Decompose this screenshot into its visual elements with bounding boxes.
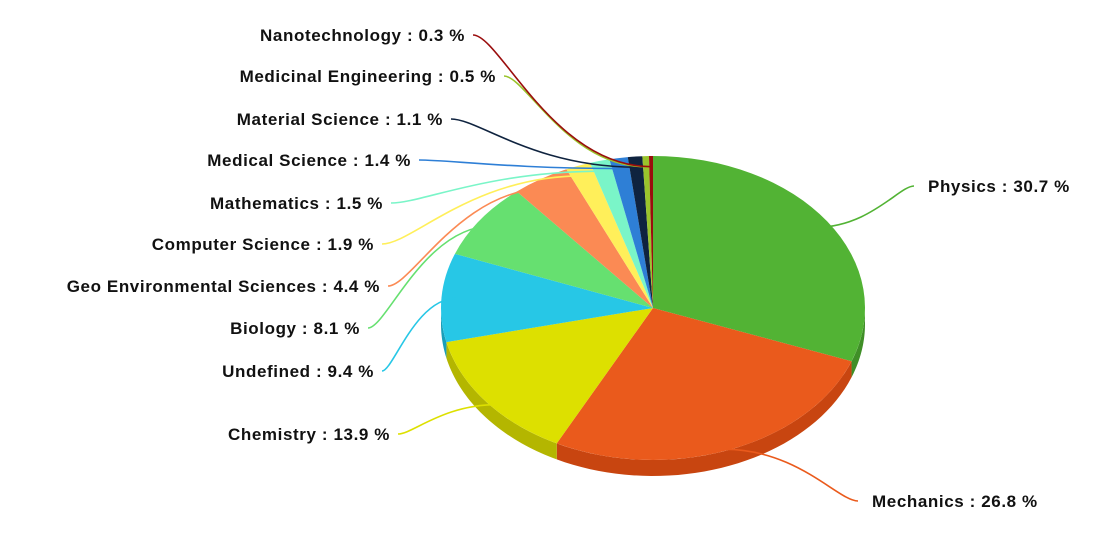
label-material-science: Material Science : 1.1 % [237,110,443,129]
leader-line-biology [367,225,493,329]
slice-side-physics [851,308,865,378]
leader-line-mathematics [390,170,604,204]
leader-line-chemistry [397,403,498,435]
slice-labels: Physics : 30.7 % Mechanics : 26.8 % Chemis… [67,26,1070,511]
pie-slices [441,156,865,460]
leader-line-mechanics [724,448,859,502]
slice-side-chemistry [446,342,557,460]
slice-biology [454,191,653,308]
slice-mathematics [590,159,653,308]
label-computer-science: Computer Science : 1.9 % [152,235,374,254]
label-chemistry: Chemistry : 13.9 % [228,425,390,444]
slice-physics [653,156,865,362]
leader-line-nanotechnology [472,34,652,168]
leader-line-material-science [450,118,637,168]
leader-line-geo-environmental-sciences [387,187,549,287]
leader-line-computer-science [381,174,584,245]
label-undefined: Undefined : 9.4 % [222,362,374,381]
slice-medicinal-engineering [642,156,653,308]
label-physics: Physics : 30.7 % [928,177,1070,196]
slice-mechanics [556,308,852,460]
leader-line-medical-science [418,159,621,170]
label-mathematics: Mathematics : 1.5 % [210,194,383,213]
label-biology: Biology : 8.1 % [230,319,360,338]
leader-lines [367,34,915,502]
label-nanotechnology: Nanotechnology : 0.3 % [260,26,465,45]
slice-geo-environmental-sciences [516,169,653,308]
slice-chemistry [446,308,653,444]
slice-medical-science [609,157,653,308]
slice-computer-science [566,162,653,308]
slice-side-undefined [441,308,447,359]
slice-material-science [627,156,653,308]
leader-line-undefined [381,297,457,372]
slice-undefined [441,253,653,343]
slice-nanotechnology [649,156,653,308]
slice-side-mechanics [556,361,852,476]
leader-line-physics [815,185,915,229]
pie-depth [441,308,865,476]
label-geo-environmental-sciences: Geo Environmental Sciences : 4.4 % [67,277,380,296]
label-mechanics: Mechanics : 26.8 % [872,492,1038,511]
label-medicinal-engineering: Medicinal Engineering : 0.5 % [240,67,496,86]
label-medical-science: Medical Science : 1.4 % [207,151,411,170]
